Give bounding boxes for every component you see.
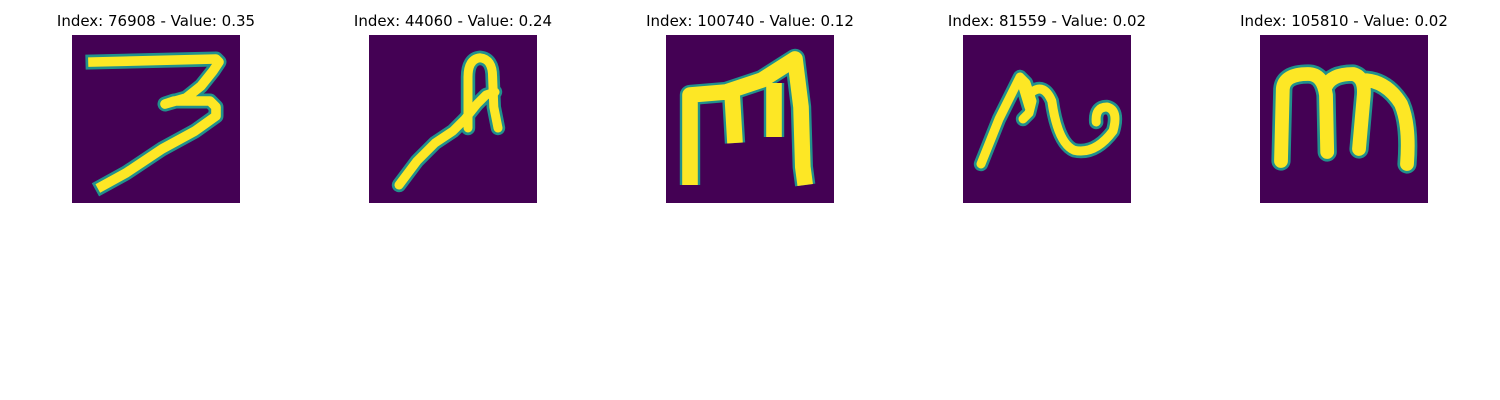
sample-panel-3: Index: 81559 - Value: 0.02 (922, 10, 1172, 210)
sample-panel-4: Index: 105810 - Value: 0.02 (1219, 10, 1469, 210)
panel-title: Index: 105810 - Value: 0.02 (1240, 12, 1448, 30)
sample-panel-0: Index: 76908 - Value: 0.35 (31, 10, 281, 210)
panel-title: Index: 76908 - Value: 0.35 (56, 12, 256, 30)
sample-panel-2: Index: 100740 - Value: 0.12 (625, 10, 875, 210)
glyph-image-letter-m (1260, 35, 1428, 203)
glyph-image-letter-m-tall (666, 35, 834, 203)
panel-title: Index: 44060 - Value: 0.24 (353, 12, 553, 30)
glyph-image-letter-n-curl (963, 35, 1131, 203)
panel-title: Index: 100740 - Value: 0.12 (646, 12, 854, 30)
panel-title: Index: 81559 - Value: 0.02 (947, 12, 1147, 30)
sample-panel-1: Index: 44060 - Value: 0.24 (328, 10, 578, 210)
glyph-image-digit-3 (72, 35, 240, 203)
glyph-image-letter-a (369, 35, 537, 203)
